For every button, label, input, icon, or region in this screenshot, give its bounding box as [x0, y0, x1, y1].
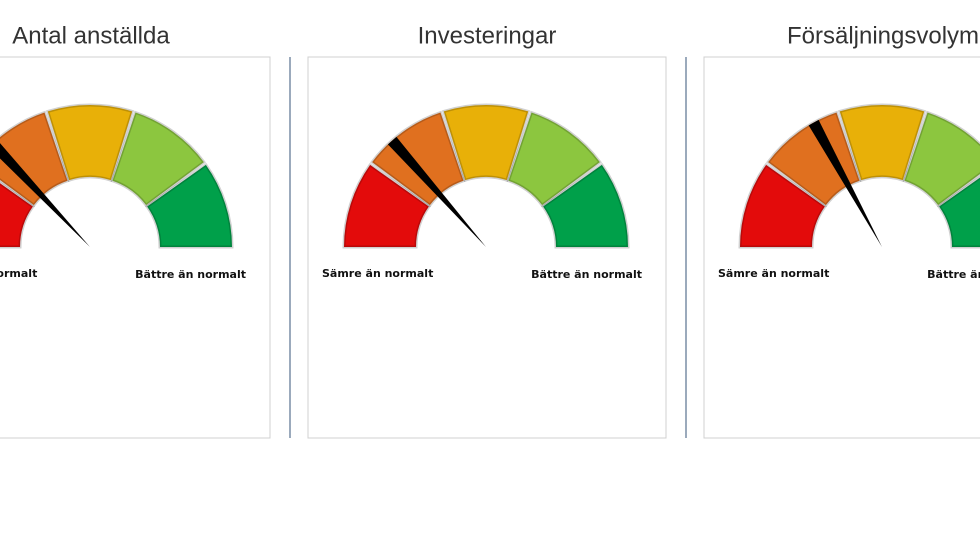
high-label: Bättre än normalt: [531, 268, 642, 281]
gauge-segment: [441, 103, 531, 183]
gauge-title: Antal anställda: [12, 22, 170, 49]
gauge-segment: [506, 110, 602, 208]
gauge-segment: [145, 162, 234, 249]
low-label: Sämre än normalt: [718, 267, 829, 280]
gauge-title: Investeringar: [418, 22, 557, 49]
high-label: Bättre än normalt: [135, 268, 246, 281]
gauge-segment: [342, 162, 431, 249]
gauge-segment: [110, 110, 206, 208]
high-label: Bättre än normalt: [927, 268, 980, 281]
low-label: Sämre än normalt: [322, 267, 433, 280]
gauge-segment: [902, 110, 980, 208]
gauge-segment: [837, 103, 927, 183]
gauge-segment: [0, 181, 35, 249]
gauge-segment: [937, 175, 980, 249]
gauge-segment: [541, 162, 630, 249]
gauge-segment: [766, 110, 862, 208]
low-label: Sämre än normalt: [0, 267, 37, 280]
gauge-title: Försäljningsvolym: [787, 22, 979, 49]
gauge-segment: [738, 162, 827, 249]
needle: [808, 119, 882, 247]
gauge-segment: [45, 103, 135, 183]
needle: [387, 136, 486, 247]
